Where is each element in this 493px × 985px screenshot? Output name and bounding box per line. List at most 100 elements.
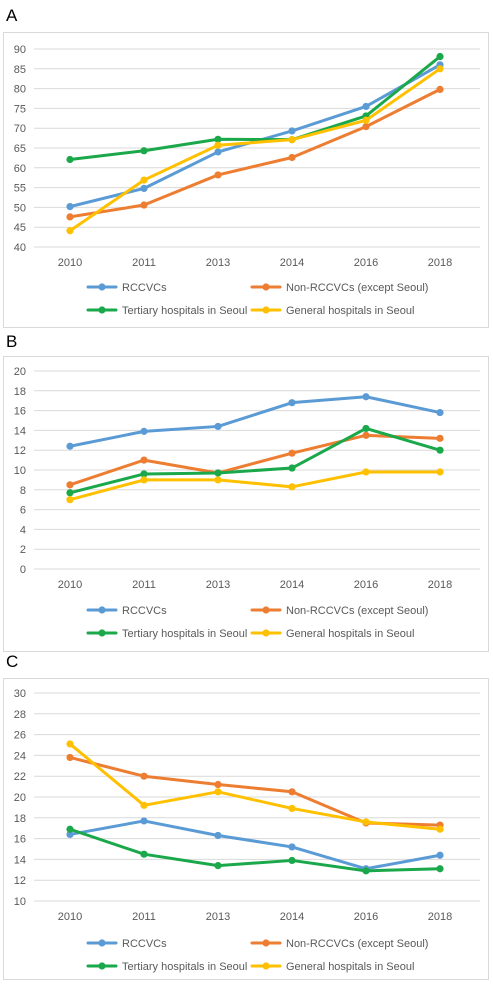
data-point (288, 843, 296, 851)
data-point (288, 136, 296, 144)
y-tick-label: 18 (14, 386, 26, 398)
data-point (66, 442, 74, 450)
line-chart-c: 10 12 14 16 18 20 22 24 26 28 30 2010 2011 2013 2014 20… (14, 688, 480, 973)
x-tick-label: 2018 (428, 257, 452, 269)
legend-label: General hospitals in Seoul (286, 961, 414, 973)
data-point (140, 850, 148, 858)
y-tick-label: 20 (14, 792, 26, 804)
legend-label: Tertiary hospitals in Seoul (122, 305, 247, 317)
y-tick-label: 8 (20, 485, 26, 497)
data-point (288, 483, 296, 491)
series-line (68, 470, 442, 502)
series-line (68, 742, 442, 831)
data-point (140, 470, 148, 478)
legend-swatch-marker (262, 306, 270, 314)
data-point (436, 408, 444, 417)
data-point (66, 203, 74, 211)
data-point (66, 496, 74, 504)
legend-label: Non-RCCVCs (except Seoul) (286, 605, 428, 617)
data-point (66, 213, 74, 221)
x-tick-label: 2010 (58, 257, 82, 269)
data-point (288, 464, 296, 472)
x-tick-label: 2014 (280, 911, 304, 923)
y-tick-label: 85 (14, 64, 26, 76)
data-point (214, 422, 222, 431)
chart-box-c: 10 12 14 16 18 20 22 24 26 28 30 2010 2011 2013 2014 20… (3, 678, 489, 980)
data-point (362, 123, 370, 131)
data-point (214, 171, 222, 179)
data-point (362, 102, 370, 111)
y-tick-label: 30 (14, 688, 26, 700)
y-tick-label: 14 (14, 425, 26, 437)
y-tick-label: 40 (14, 242, 26, 254)
y-tick-label: 70 (14, 123, 26, 135)
data-point (66, 753, 74, 762)
data-point (140, 817, 148, 825)
legend-swatch-marker (262, 962, 270, 970)
series-line (68, 433, 442, 487)
data-point (436, 865, 444, 873)
panel-letter-c: C (6, 652, 19, 671)
line-chart-b: 0 2 4 6 8 10 12 14 16 18 20 2010 2011 2013 2014 2016 201… (14, 366, 480, 640)
data-point (140, 801, 148, 809)
legend-label: Tertiary hospitals in Seoul (122, 628, 247, 640)
y-tick-label: 28 (14, 709, 26, 721)
y-tick-label: 65 (14, 143, 26, 155)
data-point (66, 155, 74, 164)
data-point (140, 147, 148, 155)
data-point (288, 804, 296, 813)
data-point (66, 481, 74, 489)
y-tick-label: 24 (14, 750, 26, 762)
y-tick-label: 12 (14, 875, 26, 887)
data-point (362, 424, 370, 433)
data-point (288, 788, 296, 796)
series-line (68, 426, 442, 495)
y-tick-label: 16 (14, 834, 26, 846)
line-chart-a: 40 45 50 55 60 65 70 75 80 85 90 2010 2011 2013 2014 20… (14, 44, 480, 317)
legend-swatch-marker (98, 939, 106, 947)
data-point (214, 141, 222, 149)
x-tick-label: 2010 (58, 579, 82, 591)
legend-swatch-marker (98, 606, 106, 614)
data-point (214, 469, 222, 477)
y-tick-label: 10 (14, 465, 26, 477)
y-tick-label: 2 (20, 544, 26, 556)
data-point (66, 740, 74, 748)
y-tick-label: 4 (20, 524, 26, 536)
data-point (214, 862, 222, 870)
panel-letter-b: B (6, 332, 18, 351)
y-tick-label: 12 (14, 445, 26, 457)
x-tick-label: 2013 (206, 257, 230, 269)
y-tick-label: 16 (14, 406, 26, 418)
x-tick-label: 2011 (132, 579, 156, 591)
data-point (140, 772, 148, 780)
data-point (66, 227, 74, 235)
chart-box-a: 40 45 50 55 60 65 70 75 80 85 90 2010 2011 2013 2014 20… (3, 32, 489, 328)
series-line (68, 55, 442, 161)
legend-swatch-marker (98, 283, 106, 291)
x-tick-label: 2011 (132, 257, 156, 269)
data-point (140, 184, 148, 192)
series-line (68, 827, 442, 873)
legend-label: RCCVCs (122, 282, 167, 294)
x-tick-label: 2016 (354, 579, 378, 591)
x-tick-label: 2016 (354, 911, 378, 923)
data-point (140, 176, 148, 184)
data-point (288, 449, 296, 457)
x-tick-label: 2018 (428, 579, 452, 591)
series-line (68, 395, 442, 448)
legend-label: Non-RCCVCs (except Seoul) (286, 282, 428, 294)
data-point (140, 201, 148, 209)
x-tick-label: 2010 (58, 911, 82, 923)
data-point (436, 468, 444, 476)
x-tick-label: 2013 (206, 911, 230, 923)
legend-swatch-marker (262, 629, 270, 637)
y-tick-label: 20 (14, 366, 26, 378)
x-tick-label: 2013 (206, 579, 230, 591)
y-tick-label: 22 (14, 771, 26, 783)
legend-swatch-marker (98, 962, 106, 970)
data-point (362, 116, 370, 124)
legend-swatch-marker (98, 629, 106, 637)
data-point (362, 468, 370, 476)
data-point (66, 830, 74, 839)
